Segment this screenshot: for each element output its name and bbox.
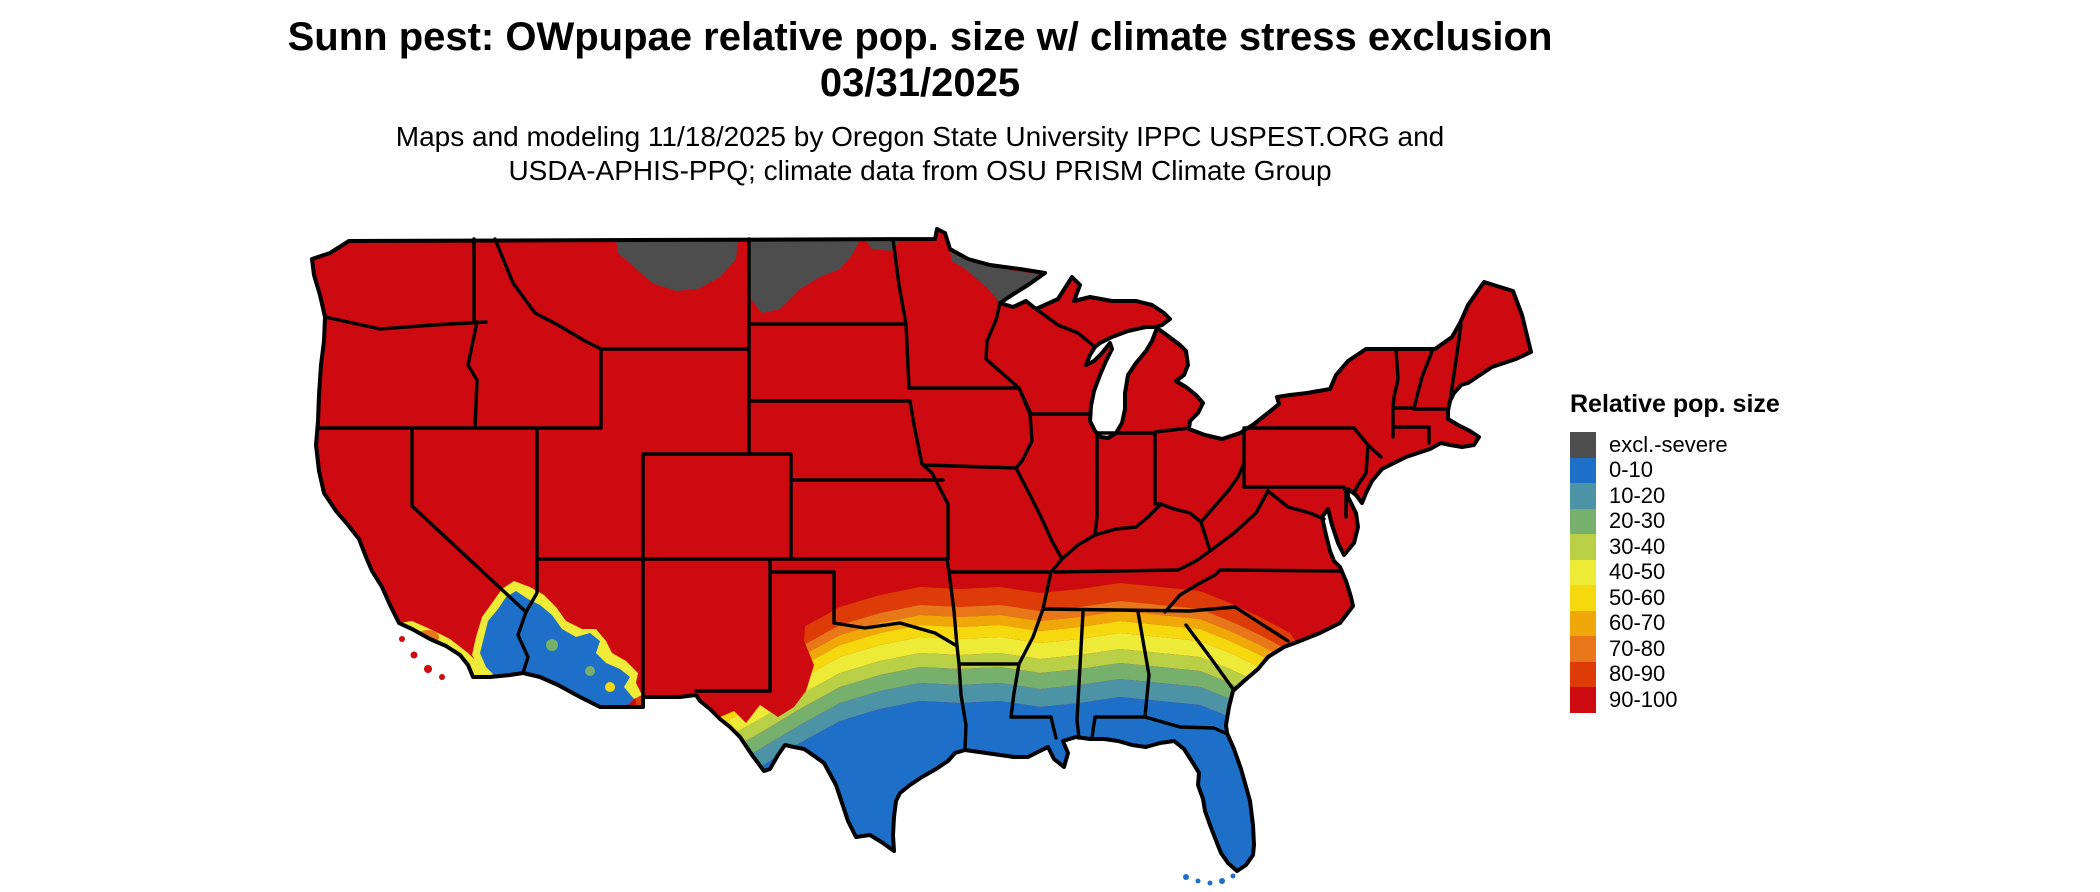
island-dot	[410, 651, 418, 659]
title-line-1: Sunn pest: OWpupae relative pop. size w/…	[287, 15, 1553, 59]
arizona-green-speck	[546, 639, 558, 651]
legend-swatch	[1570, 661, 1596, 687]
island-dot	[439, 674, 445, 680]
key-dot	[1207, 880, 1213, 886]
gradient-band	[636, 649, 1310, 777]
legend-row: 80-90	[1570, 661, 1780, 687]
legend-swatch	[1570, 534, 1596, 560]
coastline-outline	[310, 227, 1533, 873]
map-legend: Relative pop. size excl.-severe 0-10 10-…	[1570, 390, 1780, 713]
legend-label: 80-90	[1609, 661, 1666, 687]
legend-row: 10-20	[1570, 483, 1780, 509]
exclusion-area-border-speck	[865, 240, 900, 251]
legend-swatch	[1570, 610, 1596, 636]
state-borders	[317, 237, 1463, 752]
subtitle-line-1: Maps and modeling 11/18/2025 by Oregon S…	[395, 121, 1445, 152]
figure-subtitle: Maps and modeling 11/18/2025 by Oregon S…	[0, 120, 1840, 188]
channel-islands	[399, 636, 445, 680]
florida-keys	[1183, 873, 1236, 886]
legend-swatch	[1570, 636, 1596, 662]
legend-label: 70-80	[1609, 635, 1666, 661]
legend-swatch	[1570, 508, 1596, 534]
legend-label: 90-100	[1609, 686, 1678, 712]
legend-row: 20-30	[1570, 508, 1780, 534]
legend-label: 10-20	[1609, 482, 1666, 508]
island-dot	[424, 665, 432, 673]
legend-swatch	[1570, 483, 1596, 509]
key-dot	[1195, 878, 1201, 884]
legend-row: 0-10	[1570, 457, 1780, 483]
legend-swatch	[1570, 457, 1596, 483]
legend-row: 60-70	[1570, 610, 1780, 636]
key-dot	[1183, 874, 1189, 880]
gradient-band	[636, 663, 1310, 793]
legend-row: 50-60	[1570, 585, 1780, 611]
legend-label: 0-10	[1609, 457, 1654, 483]
legend-title: Relative pop. size	[1570, 390, 1780, 418]
arizona-california-blue-patch	[480, 591, 634, 707]
legend-label: 20-30	[1609, 508, 1666, 534]
figure-title: Sunn pest: OWpupae relative pop. size w/…	[0, 14, 1840, 106]
arizona-green-speck	[585, 666, 595, 676]
legend-row: 30-40	[1570, 534, 1780, 560]
gradient-band	[636, 679, 1310, 811]
west-texas-red-overlay	[636, 611, 814, 723]
legend-label: 30-40	[1609, 533, 1666, 559]
legend-swatch	[1570, 559, 1596, 585]
legend-row: excl.-severe	[1570, 432, 1780, 458]
legend-swatch	[1570, 432, 1596, 458]
legend-label: 40-50	[1609, 559, 1666, 585]
legend-label: 50-60	[1609, 584, 1666, 610]
legend-row: 70-80	[1570, 636, 1780, 662]
legend-label: excl.-severe	[1609, 431, 1728, 457]
legend-swatch	[1570, 585, 1596, 611]
island-dot	[399, 636, 405, 642]
key-dot	[1230, 873, 1236, 879]
subtitle-line-2: USDA-APHIS-PPQ; climate data from OSU PR…	[508, 155, 1332, 186]
legend-swatch	[1570, 687, 1596, 713]
legend-row: 90-100	[1570, 687, 1780, 713]
title-date: 03/31/2025	[819, 61, 1021, 105]
key-dot	[1219, 878, 1225, 884]
us-map	[310, 227, 1533, 886]
legend-row: 40-50	[1570, 559, 1780, 585]
arizona-gold-speck	[605, 682, 615, 692]
legend-label: 60-70	[1609, 610, 1666, 636]
exclusion-area-north-dakota	[747, 240, 860, 313]
exclusion-area-montana	[616, 240, 738, 291]
